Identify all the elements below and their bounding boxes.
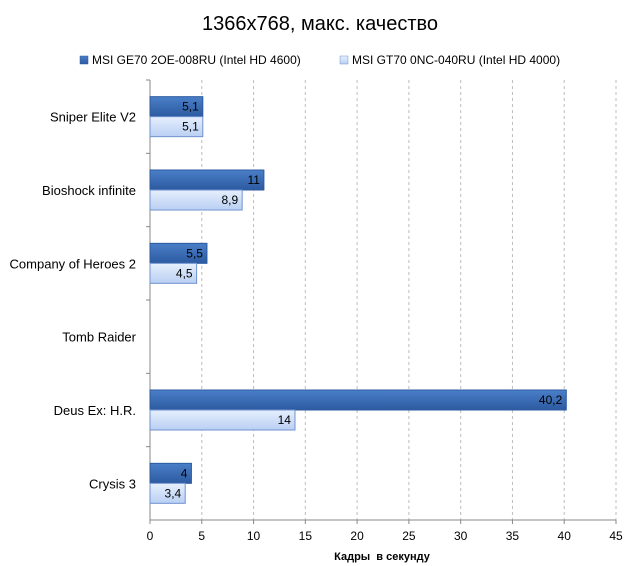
bar-series-2: [149, 189, 243, 211]
data-label: 11: [247, 173, 260, 187]
chart-title: 1366x768, макс. качество: [202, 13, 438, 35]
category-label: Crysis 3: [89, 476, 136, 491]
bar-series-2: [149, 262, 198, 284]
legend-swatch-series-1: [79, 55, 89, 65]
x-tick-label: 30: [454, 529, 468, 543]
x-tick-label: 0: [147, 529, 154, 543]
x-tick-label: 25: [402, 529, 416, 543]
x-tick-label: 40: [558, 529, 572, 543]
bar-series-2: [149, 482, 186, 504]
bars: 5,1 5,1 11 8,9 5,5 4,5 40,2 14 4 3,4: [149, 96, 567, 504]
legend-label-series-1: MSI GE70 2OE-008RU (Intel HD 4600): [92, 53, 301, 67]
category-label: Deus Ex: H.R.: [54, 403, 136, 418]
x-axis-label: Кадры в секунду: [334, 551, 431, 563]
data-label: 8,9: [221, 193, 238, 207]
data-label: 5,5: [186, 246, 203, 260]
data-label: 4: [181, 466, 188, 480]
x-tick-label: 10: [247, 529, 261, 543]
legend: MSI GE70 2OE-008RU (Intel HD 4600) MSI G…: [79, 53, 560, 67]
data-label: 3,4: [165, 486, 182, 500]
x-tick-label: 20: [350, 529, 364, 543]
category-label: Bioshock infinite: [42, 183, 136, 198]
legend-label-series-2: MSI GT70 0NC-040RU (Intel HD 4000): [352, 53, 560, 67]
category-label: Company of Heroes 2: [10, 256, 136, 271]
legend-swatch-series-2: [339, 55, 349, 65]
data-label: 5,1: [182, 120, 199, 134]
data-label: 14: [278, 413, 292, 427]
category-label: Tomb Raider: [62, 330, 136, 345]
x-tick-label: 45: [609, 529, 623, 543]
gridlines: [149, 80, 617, 521]
bar-series-1: [149, 389, 567, 411]
category-label: Sniper Elite V2: [50, 110, 136, 125]
x-tick-label: 5: [198, 529, 205, 543]
x-tick-label: 15: [299, 529, 313, 543]
bar-series-2: [149, 116, 204, 138]
bar-series-2: [149, 409, 296, 431]
data-label: 5,1: [182, 100, 199, 114]
x-axis-ticks: 0 5 10 15 20 25 30 35 40 45: [147, 520, 623, 543]
data-label: 4,5: [176, 266, 193, 280]
data-label: 40,2: [539, 393, 563, 407]
category-labels: Sniper Elite V2 Bioshock infinite Company …: [10, 79, 150, 491]
x-tick-label: 35: [506, 529, 520, 543]
